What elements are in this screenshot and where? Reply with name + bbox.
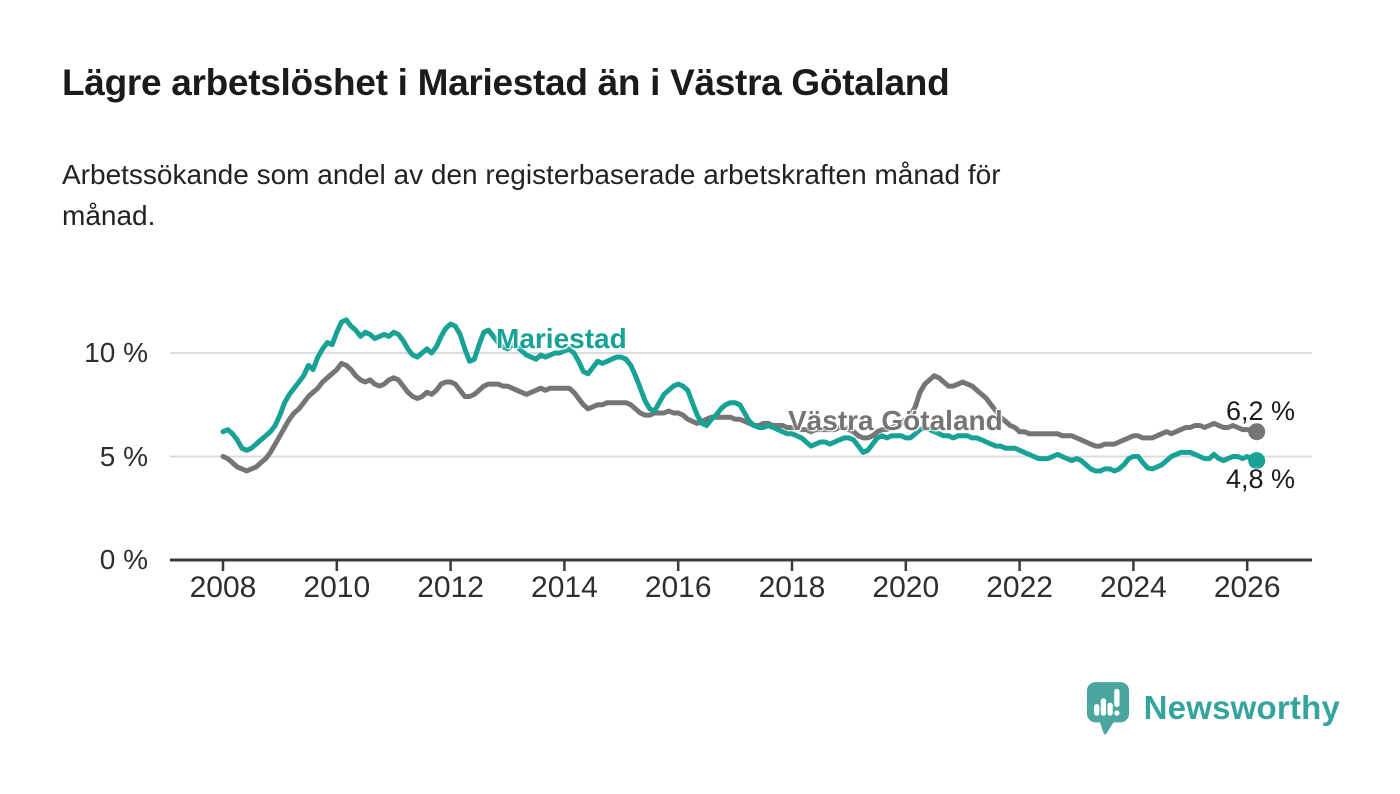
chart-subtitle: Arbetssökande som andel av den registerb…	[62, 159, 1001, 231]
y-axis-tick-label: 5 %	[99, 440, 148, 472]
series-label-vastra-gotaland: Västra Götaland	[788, 405, 1003, 436]
page-title: Lägre arbetslöshet i Mariestad än i Väst…	[62, 62, 950, 103]
x-axis-tick-label: 2016	[644, 571, 712, 604]
y-axis-tick-label: 10 %	[84, 337, 148, 368]
brand-footer: Newsworthy	[1085, 680, 1340, 736]
newsworthy-brand-text: Newsworthy	[1143, 689, 1340, 726]
newsworthy-logo-icon	[1086, 682, 1129, 735]
x-axis-tick-label: 2008	[189, 571, 257, 604]
x-axis-tick-label: 2010	[303, 571, 371, 604]
series-label-mariestad: Mariestad	[496, 323, 627, 354]
series-endpoint-mariestad	[1248, 452, 1266, 470]
x-axis-tick-label: 2020	[872, 571, 940, 604]
x-axis-tick-label: 2024	[1100, 571, 1167, 604]
x-axis-tick-label: 2018	[758, 571, 826, 604]
series-line-mariestad	[220, 317, 1260, 474]
end-value-mariestad: 4,8 %	[1226, 464, 1296, 494]
y-axis-tick-label: 0 %	[99, 544, 148, 575]
end-value-vastra-gotaland: 6,2 %	[1226, 396, 1296, 426]
x-axis-tick-label: 2026	[1213, 571, 1281, 604]
x-axis-tick-label: 2022	[986, 571, 1053, 604]
x-axis-tick-label: 2012	[417, 571, 484, 604]
x-axis-tick-label: 2014	[531, 571, 598, 604]
series-line-vastra-gotaland	[220, 360, 1260, 474]
series-endpoint-vastra-gotaland	[1248, 423, 1266, 441]
